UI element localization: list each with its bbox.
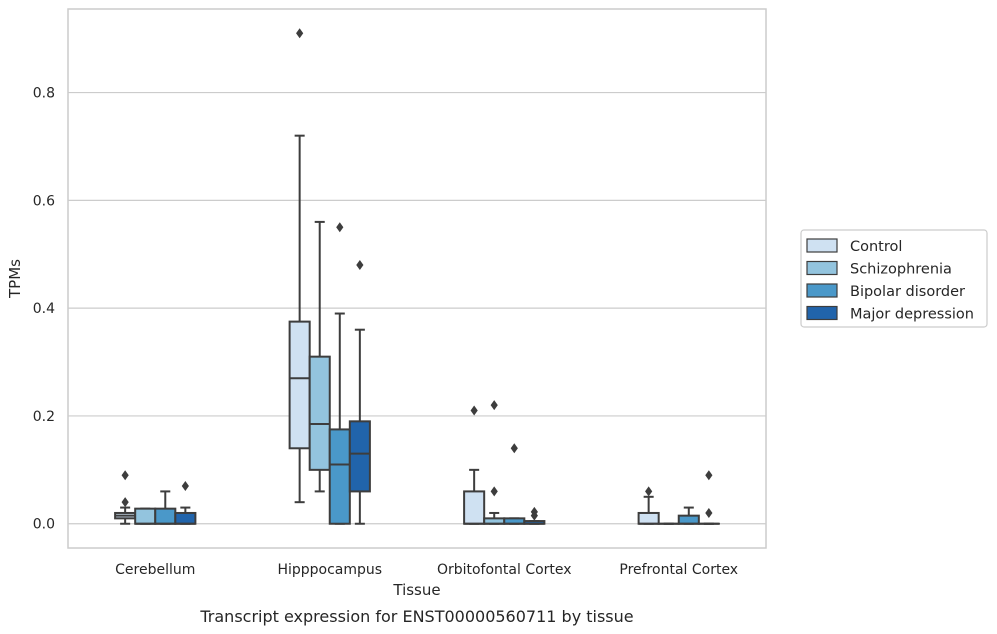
legend-label: Control (850, 239, 902, 255)
y-tick-label: 0.4 (33, 301, 55, 317)
box-cerebellum-control (114, 470, 137, 525)
y-tick-label: 0.6 (33, 193, 55, 209)
plot-area-frame (67, 8, 767, 549)
outlier-point (296, 28, 304, 39)
box-body (637, 511, 660, 525)
box-body (328, 428, 351, 525)
box-body (174, 511, 197, 525)
box-orbitofontal-cortex-major-depression (523, 506, 546, 525)
outlier-point (490, 400, 498, 411)
outlier-point (705, 507, 713, 518)
y-tick-label: 0.8 (33, 86, 55, 102)
box-prefrontal-cortex-control (637, 486, 660, 525)
outlier-point (705, 470, 713, 481)
legend-swatch (806, 238, 838, 253)
box-prefrontal-cortex-major-depression (697, 470, 720, 525)
outlier-point (490, 486, 498, 497)
legend-swatch (806, 260, 838, 276)
y-axis-label: TPMs (6, 259, 24, 299)
outlier-point (530, 506, 538, 517)
box-orbitofontal-cortex-schizophrenia (483, 400, 506, 525)
box-orbitofontal-cortex-control (463, 405, 486, 525)
box-body (463, 490, 486, 525)
box-hipppocampus-major-depression (348, 260, 371, 525)
outlier-point (470, 405, 478, 416)
x-tick-labels: Cerebellum Hipppocampus Orbitofontal Corte… (115, 562, 738, 578)
legend-label: Major depression (850, 307, 974, 323)
outlier-point (510, 443, 518, 454)
legend-label: Schizophrenia (850, 262, 952, 278)
box-groups (114, 28, 720, 525)
box-body (348, 420, 371, 493)
outlier-point (336, 222, 344, 233)
x-tick-label: Cerebellum (115, 562, 195, 578)
legend-label: Bipolar disorder (850, 284, 965, 300)
box-hipppocampus-bipolar-disorder (328, 222, 351, 525)
box-cerebellum-schizophrenia (134, 507, 157, 525)
box-body (134, 507, 157, 525)
box-body (288, 320, 311, 450)
legend-swatch (806, 283, 838, 298)
legend-frame (800, 229, 988, 328)
x-tick-label: Prefrontal Cortex (619, 562, 738, 578)
y-tick-label: 0.0 (33, 517, 55, 533)
box-cerebellum-major-depression (174, 481, 197, 525)
outlier-point (356, 260, 364, 271)
outlier-point (121, 470, 129, 481)
box-orbitofontal-cortex-bipolar-disorder (503, 443, 526, 525)
outlier-point (181, 481, 189, 492)
outlier-point (645, 486, 653, 497)
grid-lines (68, 91, 766, 525)
y-tick-label: 0.2 (33, 409, 55, 425)
y-tick-labels: 0.0 0.2 0.4 0.6 0.8 (33, 86, 55, 533)
box-body (677, 514, 700, 525)
figure-caption: Transcript expression for ENST0000056071… (199, 607, 633, 626)
box-hipppocampus-schizophrenia (308, 220, 331, 493)
box-body (308, 355, 331, 471)
outlier-point (121, 497, 129, 508)
x-tick-label: Orbitofontal Cortex (437, 562, 572, 578)
box-prefrontal-cortex-bipolar-disorder (677, 506, 700, 525)
x-axis-label: Tissue (392, 581, 440, 599)
box-cerebellum-bipolar-disorder (154, 490, 177, 525)
box-body (154, 507, 177, 525)
legend-swatch (806, 305, 838, 321)
legend: Control Schizophrenia Bipolar disorder Majo… (800, 229, 988, 328)
x-tick-label: Hipppocampus (277, 562, 382, 578)
box-hipppocampus-control (288, 28, 311, 504)
